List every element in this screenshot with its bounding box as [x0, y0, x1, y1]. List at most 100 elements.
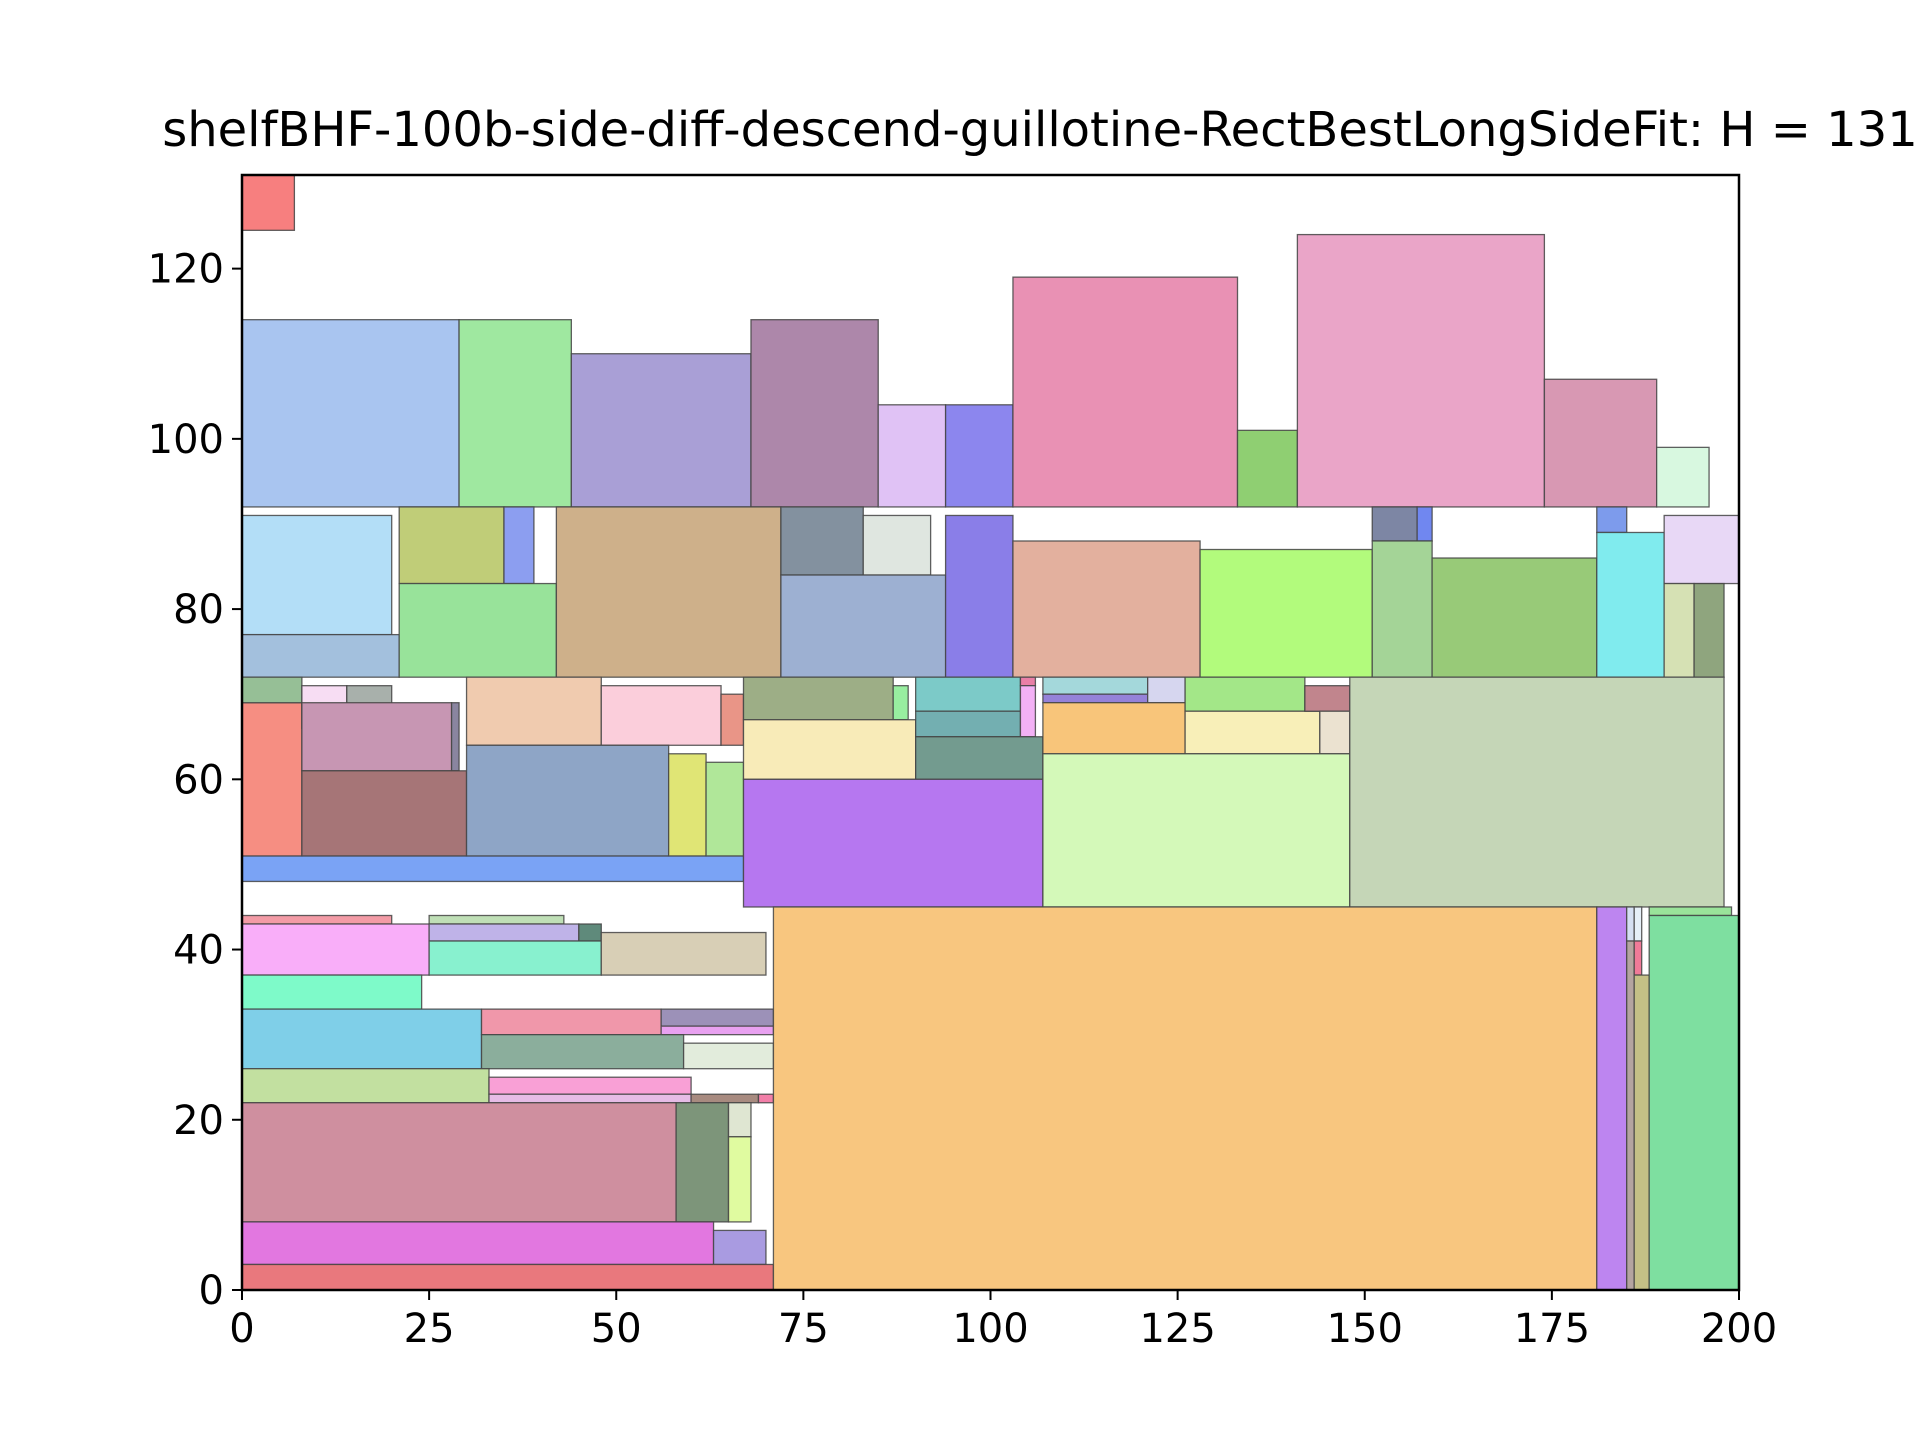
packed-rect-60	[1184, 676, 1306, 712]
packed-rect-67	[241, 923, 430, 976]
packed-rect-96	[1633, 906, 1643, 942]
packed-rect-38	[301, 702, 453, 772]
y-tick-label-3: 60	[173, 757, 224, 803]
packed-rect-13	[241, 633, 400, 678]
packed-rect-18	[780, 506, 864, 576]
packed-rect-90	[712, 1229, 767, 1266]
packed-rect-78	[480, 1034, 685, 1070]
packed-rect-29	[1596, 531, 1665, 678]
packed-rect-40	[301, 770, 468, 857]
x-tick-label-1: 25	[404, 1306, 455, 1352]
x-tick-label-5: 125	[1139, 1306, 1215, 1352]
packed-rect-7	[1012, 276, 1239, 508]
packed-rect-14	[398, 506, 505, 585]
packed-rect-27	[1431, 557, 1598, 678]
packed-rect-71	[428, 940, 602, 976]
packed-rect-92	[772, 906, 1598, 1291]
packed-rect-45	[667, 753, 707, 857]
x-tick-label-3: 75	[778, 1306, 829, 1352]
packed-rect-24	[1371, 506, 1418, 542]
packed-rect-91	[241, 1263, 775, 1291]
packed-rect-83	[690, 1093, 760, 1104]
packed-rect-32	[1693, 582, 1725, 678]
packed-rect-35	[241, 676, 303, 704]
packed-rect-3	[570, 353, 752, 508]
packed-rect-10	[1543, 378, 1658, 508]
packed-rect-80	[241, 1068, 490, 1104]
packed-rect-53	[1019, 685, 1037, 738]
packed-rect-87	[727, 1102, 752, 1138]
packed-rect-34	[241, 702, 303, 857]
packed-rect-74	[241, 1008, 483, 1070]
packed-rect-64	[1042, 753, 1351, 908]
y-tick-label-5: 100	[148, 417, 224, 463]
packed-rect-66	[241, 914, 393, 925]
packed-rect-9	[1296, 233, 1546, 508]
y-tick-label-4: 80	[173, 587, 224, 633]
packed-rect-76	[660, 1008, 775, 1027]
packed-rect-50	[915, 676, 1022, 712]
packed-rect-25	[1416, 506, 1433, 542]
packed-rect-99	[1648, 906, 1733, 917]
packed-rect-73	[241, 974, 423, 1010]
packed-rect-57	[1042, 693, 1149, 704]
packed-rect-62	[1304, 685, 1351, 712]
packed-rect-85	[241, 1102, 677, 1223]
packed-rect-61	[1184, 710, 1321, 755]
x-tick-label-8: 200	[1701, 1306, 1777, 1352]
packed-rect-49	[742, 719, 917, 780]
packed-rect-28	[1596, 506, 1628, 534]
packed-rect-56	[1042, 676, 1149, 695]
packed-rect-30	[1663, 514, 1740, 585]
packed-rect-93	[1596, 906, 1628, 1291]
y-tick-label-2: 40	[173, 928, 224, 974]
packed-rect-70	[578, 923, 602, 942]
packed-rect-19	[862, 514, 932, 576]
packed-rect-52	[1019, 676, 1037, 687]
packed-rect-46	[705, 761, 745, 857]
rectangles-layer	[241, 174, 1740, 1291]
y-tick-label-0: 0	[199, 1268, 224, 1314]
packed-rect-63	[1319, 710, 1351, 755]
packed-rect-75	[480, 1008, 662, 1036]
packed-rect-5	[877, 404, 947, 508]
packed-rect-17	[555, 506, 782, 678]
x-tick-label-2: 50	[591, 1306, 642, 1352]
packed-rect-22	[1012, 540, 1201, 678]
packed-rect-100	[1648, 914, 1740, 1291]
packed-rect-82	[488, 1093, 692, 1104]
packed-rect-41	[465, 676, 602, 746]
chart-title: shelfBHF-100b-side-diff-descend-guilloti…	[162, 102, 1918, 158]
packed-rect-4	[750, 319, 879, 508]
y-tick-label-6: 120	[148, 247, 224, 293]
packed-rect-89	[241, 1221, 715, 1266]
packed-rect-21	[944, 514, 1014, 678]
packed-rect-44	[465, 744, 670, 857]
packed-rect-69	[428, 923, 580, 942]
packed-rect-26	[1371, 540, 1433, 678]
packed-rect-2	[458, 319, 572, 508]
packed-rect-98	[1633, 974, 1650, 1291]
x-tick-label-4: 100	[952, 1306, 1028, 1352]
packed-rect-12	[241, 514, 393, 636]
packed-rect-16	[398, 582, 558, 678]
packed-rect-0	[241, 174, 296, 231]
packed-rect-65	[1349, 676, 1725, 908]
packed-rect-8	[1236, 429, 1299, 508]
x-tick-label-7: 175	[1514, 1306, 1590, 1352]
packed-rect-72	[600, 931, 767, 976]
packed-rect-88	[727, 1136, 752, 1223]
packed-rect-23	[1199, 548, 1373, 678]
packed-rect-95	[1626, 940, 1635, 1291]
packed-rect-54	[915, 736, 1044, 780]
packed-rect-86	[675, 1102, 730, 1223]
y-axis: 0 20 40 60 80 100 120	[148, 247, 242, 1314]
packed-rect-59	[1042, 702, 1186, 755]
packed-rect-33	[241, 855, 745, 883]
packed-rect-48	[892, 685, 909, 721]
x-axis: 0 25 50 75 100 125 150 175 200	[229, 1290, 1777, 1352]
packed-rect-1	[241, 319, 460, 508]
packed-rect-94	[1626, 906, 1635, 942]
packed-rect-51	[915, 710, 1022, 738]
